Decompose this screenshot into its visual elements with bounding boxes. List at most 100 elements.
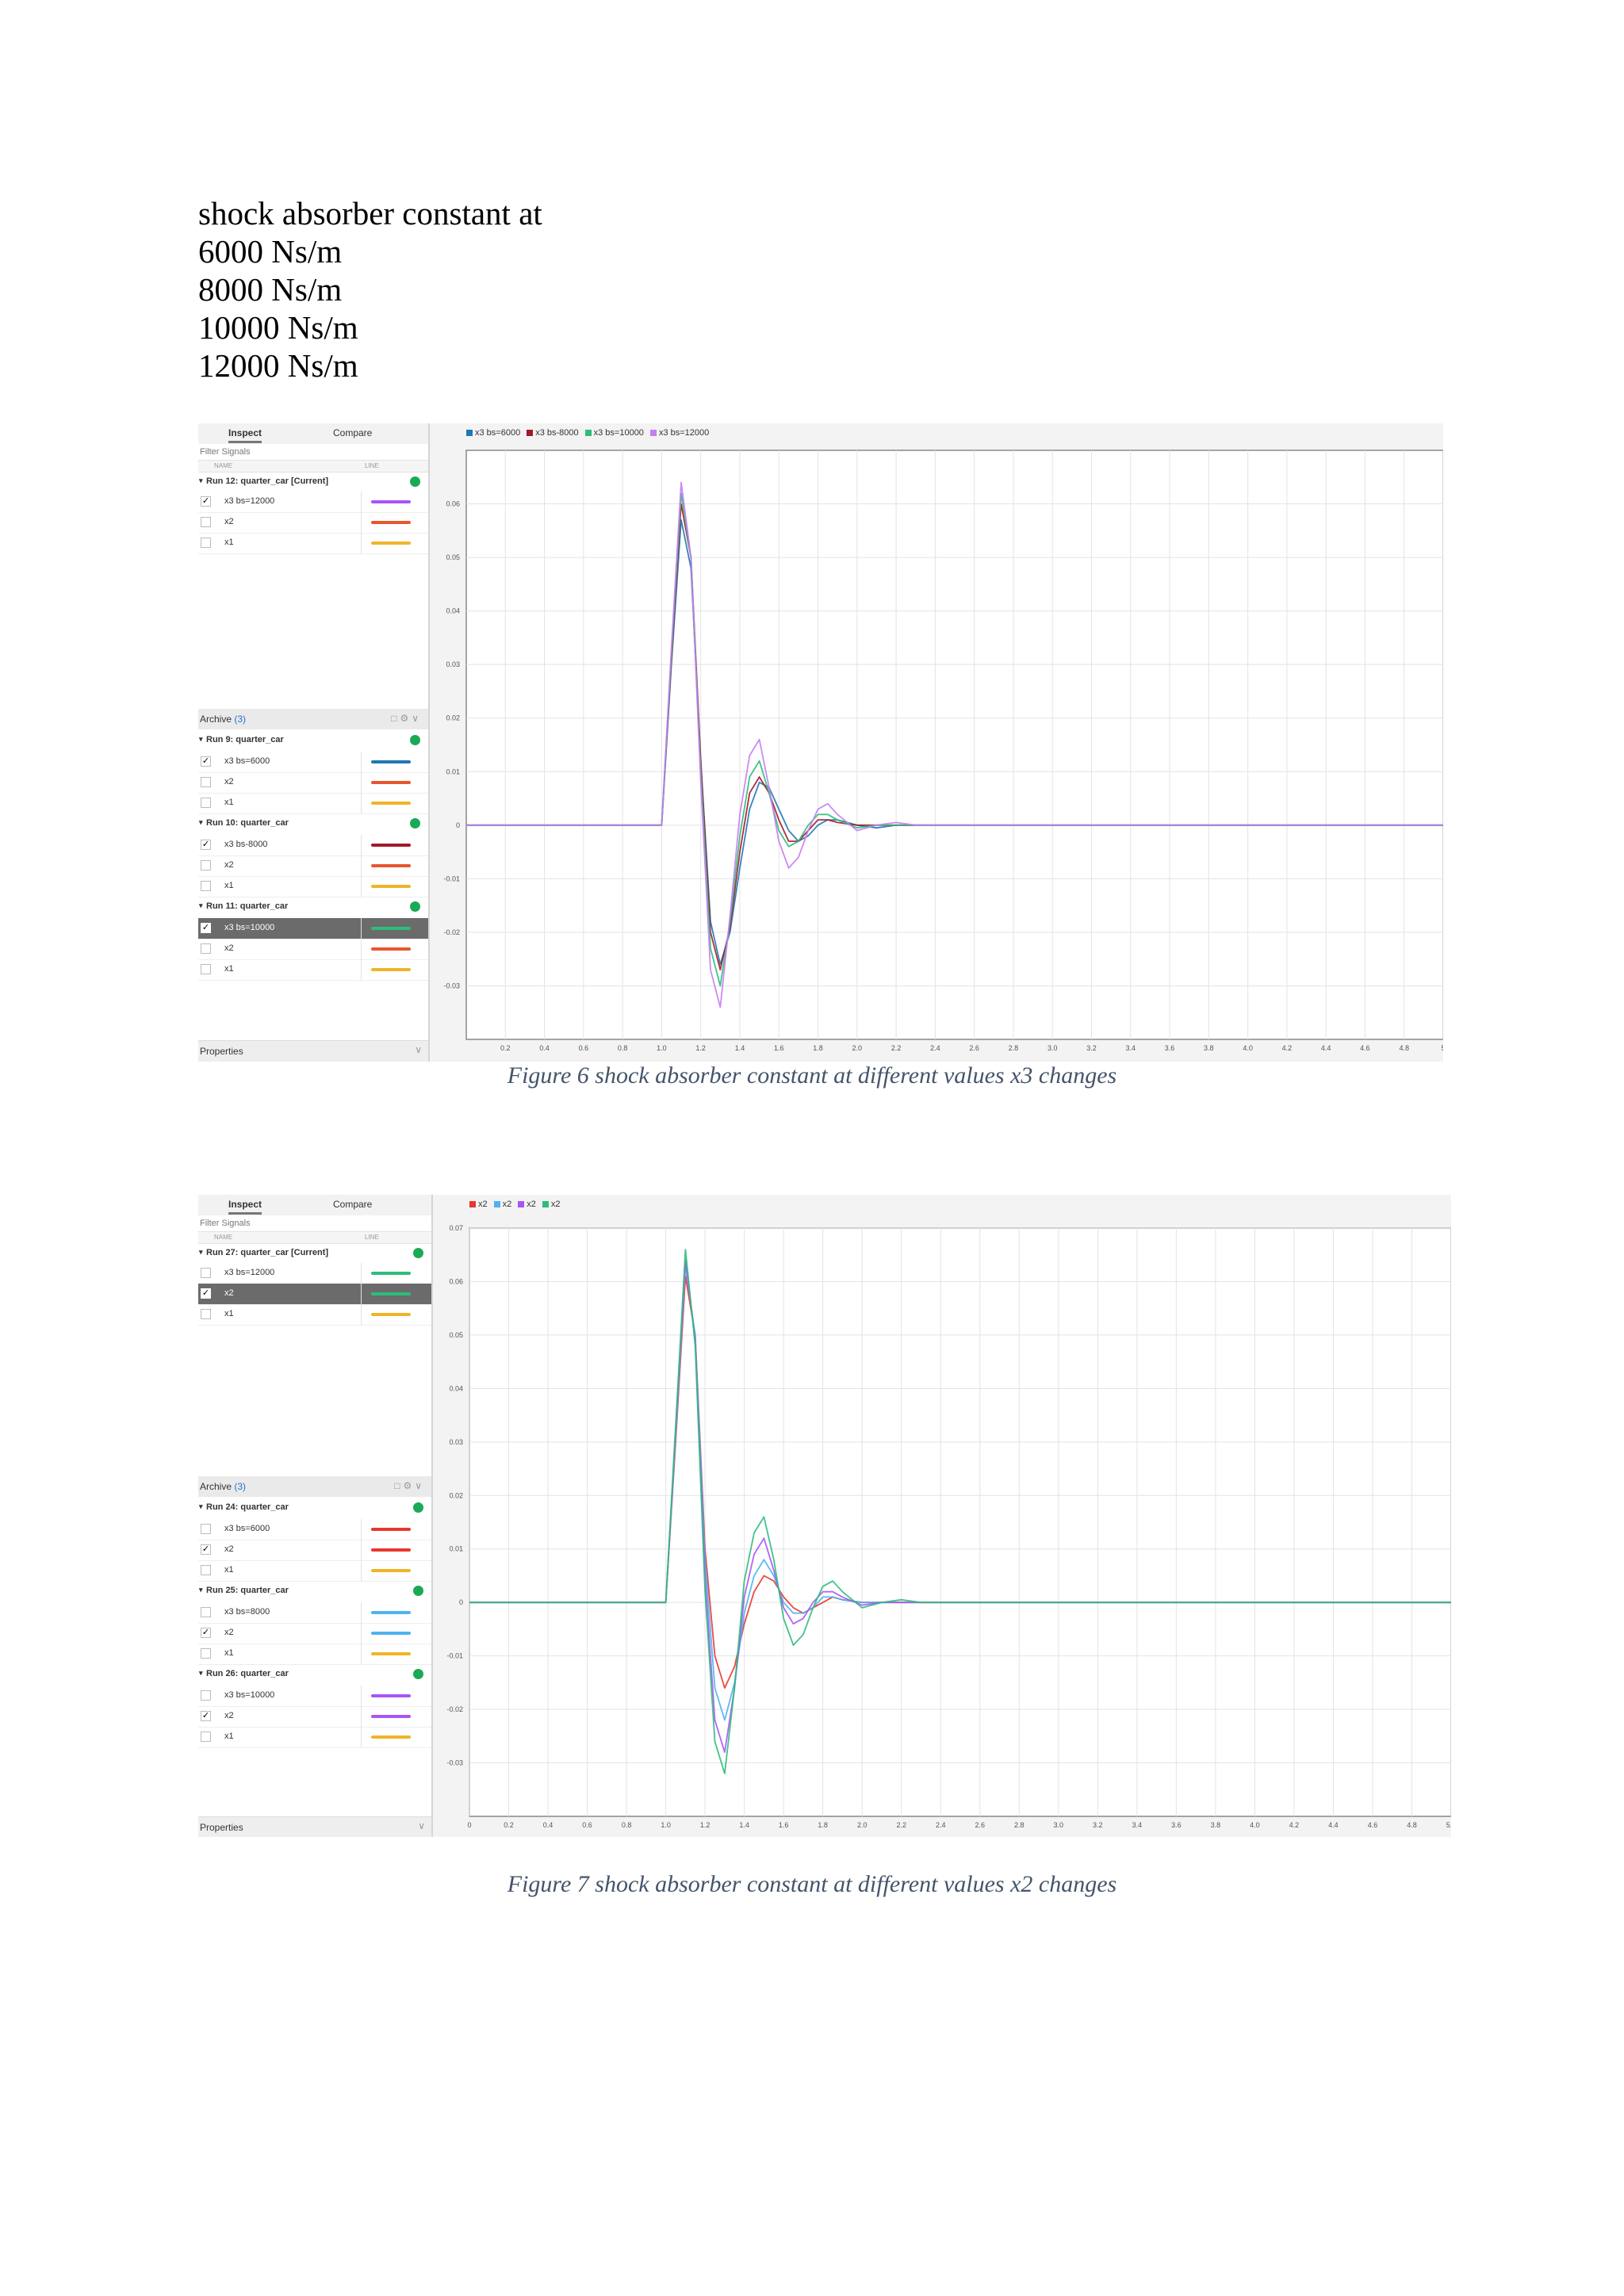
signal-row[interactable]: x1 [198,959,428,981]
signal-row[interactable]: x2 [198,772,428,794]
signal-checkbox[interactable]: ✓ [201,1544,211,1555]
run-header[interactable]: Run 10: quarter_car ▾ [198,814,428,833]
signal-row[interactable]: x3 bs=6000 [198,1519,431,1540]
line-style-swatch[interactable] [371,1272,411,1275]
line-style-swatch[interactable] [371,1735,411,1739]
plot-area[interactable]: 0 0.2 0.4 0.6 0.8 1.0 1.2 1.4 1.6 1.8 2.0 2.2 2.4 2.6… [431,1195,1451,1837]
run-header[interactable]: Run 12: quarter_car [Current] ▾ [198,473,428,492]
chevron-down-icon[interactable]: ∨ [415,1480,425,1491]
line-style-swatch[interactable] [371,1715,411,1718]
signal-checkbox[interactable] [201,777,211,787]
signal-checkbox[interactable] [201,798,211,808]
signal-row[interactable]: x3 bs=10000 [198,1686,431,1707]
signal-row[interactable]: x3 bs=8000 [198,1602,431,1624]
line-style-swatch[interactable] [371,500,411,503]
gear-icon[interactable]: ⚙ [403,1480,416,1491]
signal-checkbox[interactable] [201,1268,211,1278]
signal-row[interactable]: x1 [198,1644,431,1665]
line-style-swatch[interactable] [371,885,411,888]
signal-row[interactable]: ✓ x3 bs=10000 [198,918,428,939]
chevron-down-icon[interactable]: ∨ [415,1044,422,1055]
line-style-swatch[interactable] [371,844,411,847]
signal-checkbox[interactable] [201,1607,211,1617]
signal-row[interactable]: ✓ x2 [198,1623,431,1644]
tab-compare[interactable]: Compare [333,427,373,438]
signal-checkbox[interactable]: ✓ [201,496,211,507]
signal-row[interactable]: ✓ x2 [198,1284,431,1305]
signal-row[interactable]: x2 [198,855,428,877]
tab-inspect[interactable]: Inspect [228,427,262,443]
expand-chevron-icon[interactable]: ▾ [199,1586,203,1594]
run-header[interactable]: Run 25: quarter_car ▾ [198,1582,431,1601]
line-style-swatch[interactable] [371,1694,411,1697]
expand-chevron-icon[interactable]: ▾ [199,1502,203,1510]
chevron-down-icon[interactable]: ∨ [418,1820,425,1831]
signal-row[interactable]: x1 [198,1560,431,1582]
signal-checkbox[interactable] [201,964,211,974]
line-style-swatch[interactable] [371,760,411,763]
signal-checkbox[interactable]: ✓ [201,923,211,933]
signal-row[interactable]: x2 [198,939,428,960]
line-style-swatch[interactable] [371,781,411,784]
expand-chevron-icon[interactable]: ▾ [199,1669,203,1677]
archive-header[interactable]: Archive (3) □⚙∨ [198,1476,431,1497]
signal-checkbox[interactable] [201,1732,211,1742]
signal-row[interactable]: x1 [198,533,428,554]
line-style-swatch[interactable] [371,1652,411,1655]
line-style-swatch[interactable] [371,1528,411,1531]
line-style-swatch[interactable] [371,1292,411,1295]
run-header[interactable]: Run 27: quarter_car [Current] ▾ [198,1244,431,1263]
line-style-swatch[interactable] [371,927,411,930]
line-style-swatch[interactable] [371,1632,411,1635]
signal-row[interactable]: x1 [198,1727,431,1748]
run-header[interactable]: Run 24: quarter_car ▾ [198,1498,431,1517]
expand-chevron-icon[interactable]: ▾ [199,735,203,743]
signal-checkbox[interactable] [201,1524,211,1534]
gear-icon[interactable]: ⚙ [400,713,412,724]
signal-checkbox[interactable] [201,1648,211,1659]
expand-chevron-icon[interactable]: ▾ [199,901,203,909]
expand-chevron-icon[interactable]: ▾ [199,1248,203,1256]
signal-checkbox[interactable] [201,517,211,527]
signal-row[interactable]: x1 [198,876,428,897]
signal-row[interactable]: ✓ x3 bs=6000 [198,752,428,773]
signal-checkbox[interactable]: ✓ [201,1711,211,1721]
signal-row[interactable]: x2 [198,512,428,534]
expand-chevron-icon[interactable]: ▾ [199,818,203,826]
signal-row[interactable]: x3 bs=12000 [198,1263,431,1284]
signal-row[interactable]: ✓ x2 [198,1540,431,1561]
line-style-swatch[interactable] [371,1569,411,1572]
line-style-swatch[interactable] [371,1313,411,1316]
chevron-down-icon[interactable]: ∨ [412,713,422,724]
properties-bar[interactable]: Properties ∨ [198,1816,431,1837]
signal-checkbox[interactable]: ✓ [201,840,211,850]
signal-checkbox[interactable] [201,860,211,871]
line-style-swatch[interactable] [371,1611,411,1614]
signal-row[interactable]: ✓ x3 bs=12000 [198,492,428,513]
archive-header[interactable]: Archive (3) □⚙∨ [198,709,428,729]
signal-checkbox[interactable]: ✓ [201,1628,211,1638]
line-style-swatch[interactable] [371,541,411,545]
tab-inspect[interactable]: Inspect [228,1199,262,1215]
signal-checkbox[interactable]: ✓ [201,756,211,767]
line-style-swatch[interactable] [371,802,411,805]
run-header[interactable]: Run 11: quarter_car ▾ [198,897,428,916]
signal-checkbox[interactable] [201,1690,211,1701]
signal-row[interactable]: x1 [198,793,428,814]
plot-area[interactable]: 0.2 0.4 0.6 0.8 1.0 1.2 1.4 1.6 1.8 2.0 2.2 2.4 2.6 2… [428,423,1443,1062]
signal-checkbox[interactable] [201,1309,211,1319]
filter-signals-input[interactable]: Filter Signals [200,1219,251,1228]
line-style-swatch[interactable] [371,968,411,971]
delete-icon[interactable]: □ [394,1480,404,1491]
line-style-swatch[interactable] [371,1548,411,1552]
expand-chevron-icon[interactable]: ▾ [199,476,203,484]
signal-checkbox[interactable]: ✓ [201,1288,211,1299]
line-style-swatch[interactable] [371,947,411,951]
filter-signals-input[interactable]: Filter Signals [200,447,251,457]
line-style-swatch[interactable] [371,521,411,524]
signal-checkbox[interactable] [201,1565,211,1575]
run-header[interactable]: Run 9: quarter_car ▾ [198,731,428,750]
signal-checkbox[interactable] [201,538,211,548]
tab-compare[interactable]: Compare [333,1199,373,1210]
run-header[interactable]: Run 26: quarter_car ▾ [198,1665,431,1684]
